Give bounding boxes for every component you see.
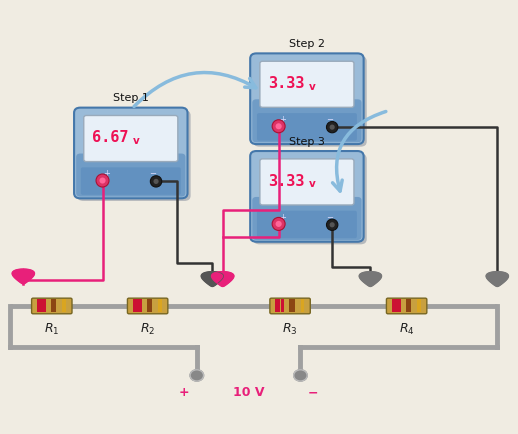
Text: $R_4$: $R_4$ xyxy=(399,322,414,337)
Bar xyxy=(275,299,280,312)
Ellipse shape xyxy=(329,125,335,130)
Text: $R_1$: $R_1$ xyxy=(44,322,60,337)
Text: −: − xyxy=(326,115,333,124)
Ellipse shape xyxy=(276,221,282,227)
Polygon shape xyxy=(12,269,35,284)
FancyBboxPatch shape xyxy=(270,298,310,314)
Polygon shape xyxy=(486,272,509,286)
FancyBboxPatch shape xyxy=(253,154,367,244)
Polygon shape xyxy=(211,272,234,286)
Text: −: − xyxy=(150,169,156,178)
Bar xyxy=(133,299,138,312)
Bar xyxy=(42,299,46,312)
Text: v: v xyxy=(309,179,315,189)
FancyBboxPatch shape xyxy=(32,298,72,314)
Bar xyxy=(51,299,56,312)
Ellipse shape xyxy=(99,178,106,184)
Bar xyxy=(392,299,397,312)
FancyBboxPatch shape xyxy=(84,115,178,161)
FancyBboxPatch shape xyxy=(257,211,357,238)
Text: +: + xyxy=(279,213,286,222)
Ellipse shape xyxy=(96,174,109,187)
Bar xyxy=(147,299,152,312)
FancyBboxPatch shape xyxy=(76,154,185,197)
Bar xyxy=(417,299,421,312)
Text: Step 2: Step 2 xyxy=(289,39,325,49)
FancyBboxPatch shape xyxy=(260,159,354,205)
Bar xyxy=(138,299,141,312)
Text: −: − xyxy=(326,213,333,222)
Text: $R_3$: $R_3$ xyxy=(282,322,298,337)
Circle shape xyxy=(190,370,204,381)
Text: +: + xyxy=(103,169,110,178)
Text: 3.33: 3.33 xyxy=(268,174,305,189)
Text: Step 1: Step 1 xyxy=(113,93,149,103)
Bar xyxy=(281,299,284,312)
Text: 3.33: 3.33 xyxy=(268,76,305,91)
Polygon shape xyxy=(201,272,224,286)
Text: v: v xyxy=(309,82,315,92)
Text: 6.67: 6.67 xyxy=(92,130,129,145)
FancyBboxPatch shape xyxy=(257,113,357,141)
Text: Step 3: Step 3 xyxy=(289,137,325,147)
Ellipse shape xyxy=(326,122,338,133)
FancyBboxPatch shape xyxy=(74,108,188,198)
Bar xyxy=(158,299,162,312)
Text: v: v xyxy=(133,136,139,146)
FancyBboxPatch shape xyxy=(260,61,354,107)
FancyBboxPatch shape xyxy=(81,167,181,195)
FancyBboxPatch shape xyxy=(386,298,427,314)
Polygon shape xyxy=(359,272,382,286)
Ellipse shape xyxy=(272,120,285,133)
Ellipse shape xyxy=(329,222,335,227)
FancyBboxPatch shape xyxy=(253,56,367,147)
Text: +: + xyxy=(179,386,189,399)
Ellipse shape xyxy=(272,217,285,230)
Ellipse shape xyxy=(153,179,159,184)
Text: +: + xyxy=(279,115,286,124)
Ellipse shape xyxy=(150,176,162,187)
FancyBboxPatch shape xyxy=(250,151,364,242)
FancyBboxPatch shape xyxy=(127,298,168,314)
FancyBboxPatch shape xyxy=(252,197,362,240)
Bar xyxy=(300,299,304,312)
Text: 10 V: 10 V xyxy=(233,386,264,399)
Bar xyxy=(397,299,400,312)
Text: −: − xyxy=(308,386,319,399)
FancyBboxPatch shape xyxy=(77,110,191,201)
FancyBboxPatch shape xyxy=(250,53,364,144)
Bar xyxy=(62,299,66,312)
Circle shape xyxy=(294,370,307,381)
Ellipse shape xyxy=(276,123,282,129)
Bar xyxy=(406,299,411,312)
FancyBboxPatch shape xyxy=(252,99,362,142)
Ellipse shape xyxy=(326,219,338,230)
Bar xyxy=(37,299,42,312)
Text: $R_2$: $R_2$ xyxy=(140,322,155,337)
Bar xyxy=(290,299,295,312)
